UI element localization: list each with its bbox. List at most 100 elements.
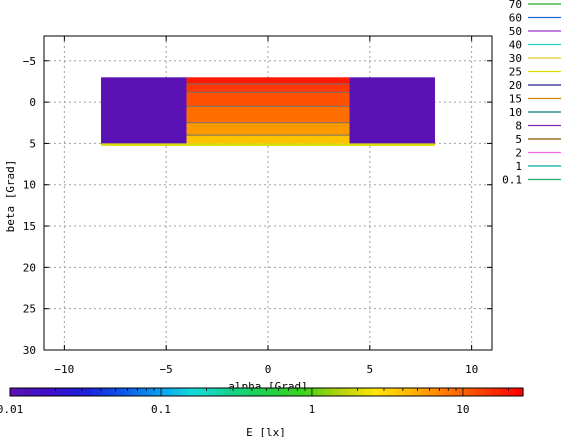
colorbar-segment	[176, 388, 182, 396]
colorbar-segment	[31, 388, 37, 396]
colorbar-segment	[198, 388, 203, 396]
colorbar-segment	[480, 388, 486, 396]
heatmap-cell	[101, 143, 435, 146]
colorbar-segment	[437, 388, 443, 396]
colorbar-segment	[112, 388, 118, 396]
colorbar-segment	[493, 388, 498, 396]
colorbar-segment	[352, 388, 357, 396]
colorbar-segment	[10, 388, 15, 396]
colorbar-segment	[296, 388, 302, 396]
y-tick-label: 25	[23, 303, 36, 316]
colorbar-segment	[313, 388, 319, 396]
x-tick-label: 5	[367, 363, 374, 376]
y-axis: −5 0 5 10 15 20 25 30	[23, 55, 492, 357]
colorbar-segment	[44, 388, 50, 396]
colorbar-segment	[104, 388, 109, 396]
colorbar-segment	[86, 388, 92, 396]
legend-label: 15	[509, 93, 522, 106]
legend-label: 50	[509, 25, 522, 38]
colorbar-segment	[283, 388, 289, 396]
heatmap-cell	[349, 77, 435, 144]
heatmap-cell	[186, 106, 350, 123]
colorbar-segment	[488, 388, 494, 396]
colorbar-segment	[326, 388, 332, 396]
y-tick-label: 0	[29, 96, 36, 109]
colorbar-segment	[364, 388, 370, 396]
colorbar-segment	[518, 388, 524, 396]
colorbar-tick-label: 10	[456, 403, 469, 416]
legend-label: 2	[515, 147, 522, 160]
colorbar-segment	[82, 388, 88, 396]
y-tick-label: 15	[23, 220, 36, 233]
colorbar-segment	[287, 388, 293, 396]
legend-label: 10	[509, 106, 522, 119]
legend-label: 8	[515, 120, 522, 133]
x-tick-label: −5	[160, 363, 173, 376]
colorbar-segment	[48, 388, 54, 396]
colorbar-segment	[146, 388, 152, 396]
colorbar-segment	[394, 388, 400, 396]
colorbar-segment	[505, 388, 511, 396]
colorbar-segment	[133, 388, 139, 396]
colorbar-segment	[347, 388, 353, 396]
colorbar-segment	[463, 388, 469, 396]
colorbar-segment	[253, 388, 259, 396]
grid-layer	[44, 36, 492, 351]
colorbar-segment	[22, 388, 28, 396]
colorbar-segment	[381, 388, 387, 396]
colorbar-segment	[52, 388, 58, 396]
colorbar-segment	[411, 388, 417, 396]
heatmap-cell	[186, 83, 350, 93]
colorbar-segment	[279, 388, 285, 396]
colorbar-segment	[142, 388, 148, 396]
colorbar-segment	[454, 388, 460, 396]
colorbar-segment	[181, 388, 186, 396]
colorbar-segment	[228, 388, 233, 396]
y-axis-label: beta [Grad]	[4, 160, 17, 233]
colorbar-segment	[223, 388, 229, 396]
colorbar: 0.01 0.1 1 10	[0, 387, 524, 416]
colorbar-segment	[151, 388, 156, 396]
y-tick-label: 5	[29, 137, 36, 150]
colorbar-segment	[467, 388, 473, 396]
colorbar-segment	[91, 388, 97, 396]
colorbar-segment	[458, 388, 464, 396]
colorbar-segment	[172, 388, 178, 396]
legend-label: 0.1	[502, 174, 522, 187]
legend-label: 20	[509, 79, 522, 92]
colorbar-segment	[210, 388, 216, 396]
colorbar-segment	[163, 388, 169, 396]
colorbar-segment	[330, 388, 336, 396]
colorbar-segment	[74, 388, 79, 396]
legend-label: 60	[509, 12, 522, 25]
heatmap-cell	[186, 77, 350, 84]
colorbar-tick-label: 0.01	[0, 403, 23, 416]
y-tick-label: 30	[23, 344, 36, 357]
legend-label: 25	[509, 66, 522, 79]
colorbar-segment	[129, 388, 135, 396]
legend-label: 30	[509, 52, 522, 65]
colorbar-segment	[35, 388, 41, 396]
colorbar-segment	[99, 388, 105, 396]
y-tick-label: −5	[23, 55, 36, 68]
colorbar-segment	[339, 388, 345, 396]
colorbar-segment	[373, 388, 379, 396]
colorbar-segment	[275, 388, 280, 396]
x-tick-label: 0	[265, 363, 272, 376]
colorbar-segment	[510, 388, 516, 396]
colorbar-segment	[245, 388, 250, 396]
colorbar-segment	[304, 388, 310, 396]
colorbar-segment	[155, 388, 161, 396]
colorbar-segment	[65, 388, 71, 396]
colorbar-label: E [lx]	[246, 426, 286, 437]
legend-label: 1	[515, 160, 522, 173]
colorbar-segment	[446, 388, 451, 396]
colorbar-segment	[475, 388, 481, 396]
x-tick-label: 10	[465, 363, 478, 376]
colorbar-segment	[138, 388, 144, 396]
legend-label: 5	[515, 133, 522, 146]
colorbar-segment	[193, 388, 199, 396]
colorbar-segment	[108, 388, 114, 396]
colorbar-segment	[399, 388, 404, 396]
